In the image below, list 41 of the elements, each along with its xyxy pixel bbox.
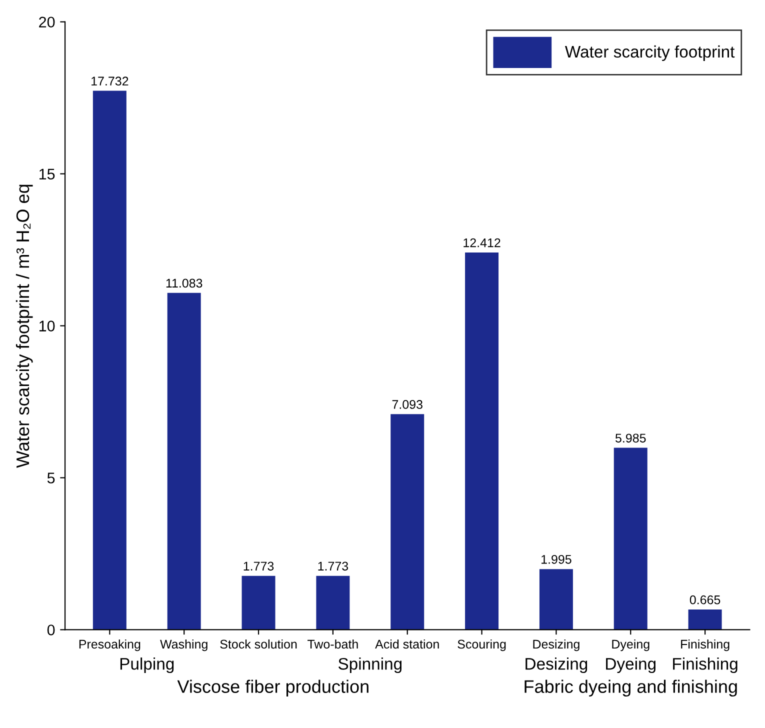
y-axis-title: Water scarcity footprint / m³ H₂O eq (16, 184, 33, 468)
data-label: 12.412 (464, 238, 500, 248)
bar (688, 610, 722, 630)
text: Desizing (526, 658, 588, 674)
y-tick-label: 5 (47, 472, 55, 484)
data-label: 1.773 (244, 562, 274, 571)
x-tick-label: Two-bath (308, 639, 358, 649)
bar (614, 448, 648, 630)
data-label: 5.985 (615, 434, 646, 443)
y-tick-label: 20 (39, 16, 55, 28)
bar (316, 576, 350, 630)
x-tick-label: Acid station (375, 639, 439, 649)
text: Pulping (120, 658, 174, 674)
text: Spinning (338, 658, 402, 674)
bar (167, 292, 201, 630)
text: Fabric dyeing and finishing (524, 680, 737, 697)
data-label: 11.083 (166, 278, 202, 288)
data-label: 17.732 (92, 76, 128, 86)
data-label: 1.773 (318, 562, 348, 571)
y-tick-label: 15 (39, 168, 55, 180)
x-tick-label: Stock solution (220, 639, 297, 649)
data-label: 1.995 (542, 554, 572, 564)
x-tick-label: Presoaking (79, 639, 140, 652)
text: Dyeing (606, 658, 656, 674)
x-tick-label: Scouring (458, 639, 506, 652)
data-label: 0.665 (690, 595, 720, 604)
text: Viscose fiber production (177, 680, 368, 697)
bar (539, 569, 573, 630)
x-tick-label: Desizing (533, 639, 580, 652)
bar (242, 576, 276, 630)
data-label: 7.093 (392, 400, 422, 409)
x-tick-label: Finishing (681, 639, 730, 652)
y-tick-label: 0 (47, 624, 55, 636)
bar (390, 414, 424, 630)
y-tick-label: 10 (39, 320, 55, 332)
text: Finishing (673, 658, 738, 674)
x-tick-label: Washing (160, 639, 208, 652)
bar (465, 252, 499, 630)
legend-label: Water scarcity footprint (564, 45, 735, 61)
x-tick-label: Dyeing (612, 639, 650, 652)
bar (92, 90, 126, 630)
